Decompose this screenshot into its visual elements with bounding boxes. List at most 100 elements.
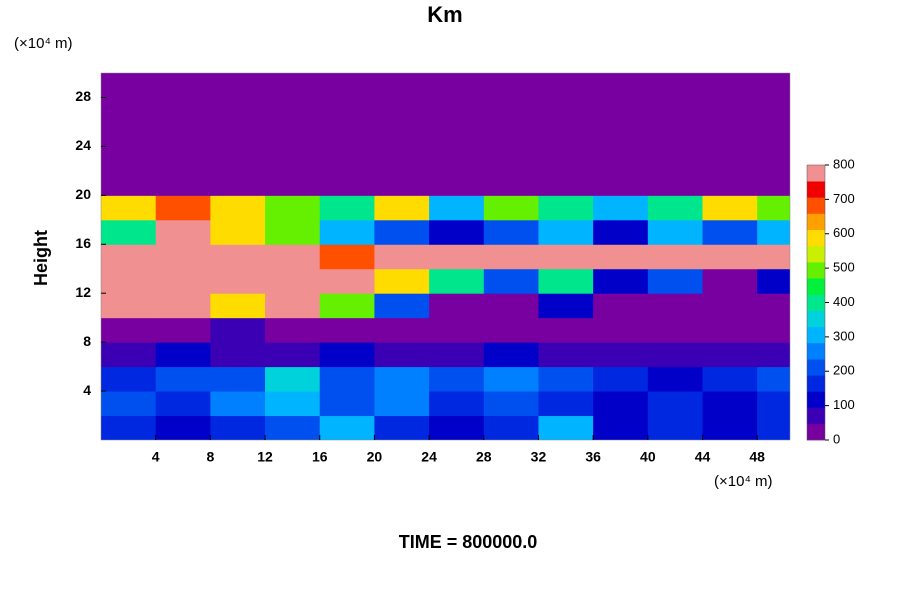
field-cell [483,219,539,245]
field-cell [155,391,211,417]
footer: TIME = 800000.0 [399,532,538,552]
field-cell [210,121,266,147]
colorbar-tick-label: 300 [833,328,855,343]
field-cell [538,366,594,392]
field-cell [702,415,758,440]
field-cell [265,268,321,294]
field-cell [429,219,485,245]
y-tick-label: 20 [75,186,91,202]
field-cell [757,268,790,294]
colorbar-band [807,165,825,182]
field-cell [210,366,266,392]
colorbar-band [807,213,825,231]
y-axis-label: Height [31,230,51,286]
field-cell [374,342,430,368]
field-cell [593,195,649,221]
field-cell [483,244,539,270]
field-cell [155,170,211,196]
field-cell [647,415,704,440]
colorbar-band [807,391,825,408]
field-cell [702,293,758,319]
field-cell [593,415,649,440]
field-cell [429,415,485,440]
field-cell [319,317,375,343]
field-cell [319,391,375,417]
colorbar-tick-label: 100 [833,397,855,412]
field-cell [265,146,321,172]
field-cell [101,121,157,147]
colorbar-band [807,375,825,392]
field-cell [155,342,211,368]
field-cell [757,415,790,440]
field-cell [702,97,758,123]
field-cell [429,293,485,319]
field-cell [155,366,211,392]
colorbar-band [807,245,825,263]
field-cell [647,317,704,343]
field-cell [647,391,704,417]
field-cell [210,244,266,270]
field-cell [429,170,485,196]
field-cell [593,97,649,123]
field-cell [757,391,790,417]
field-cell [538,73,594,98]
colorbar-tick-label: 0 [833,431,840,446]
field-cell [155,244,211,270]
field-cell [647,244,704,270]
field-cell [483,317,539,343]
field-cell [593,121,649,147]
x-tick-label: 36 [585,449,601,465]
field-cell [702,342,758,368]
field [101,73,790,440]
colorbar-tick-label: 200 [833,363,855,378]
field-cell [374,391,430,417]
field-cell [647,97,704,123]
field-cell [429,391,485,417]
field-cell [265,195,321,221]
field-cell [757,121,790,147]
colorbar-band [807,342,825,360]
colorbar-band [807,262,825,279]
colorbar-band [807,181,825,198]
field-cell [702,73,758,98]
field-cell [155,97,211,123]
colorbar-tick-label: 400 [833,294,855,309]
field-cell [429,146,485,172]
y-unit: (×10⁴ m) [14,35,73,52]
field-cell [483,121,539,147]
field-cell [702,121,758,147]
field-cell [538,97,594,123]
field-cell [429,244,485,270]
field-cell [265,219,321,245]
colorbar-band [807,294,825,311]
plot-frame [100,72,791,441]
field-cell [702,268,758,294]
field-cell [757,366,790,392]
x-tick-label: 16 [312,449,328,465]
field-cell [702,195,758,221]
field-cell [210,342,266,368]
x-tick-label: 48 [749,449,765,465]
field-cell [647,121,704,147]
field-cell [593,317,649,343]
field-cell [538,244,594,270]
field-cell [702,170,758,196]
field-cell [155,219,211,245]
x-tick-label: 24 [421,449,437,465]
y-tick-label: 8 [83,333,91,349]
field-cell [155,293,211,319]
field-cell [101,73,157,98]
chart-title: Km [427,2,462,27]
field-cell [647,195,704,221]
field-cell [210,146,266,172]
field-cell [702,244,758,270]
field-cell [593,73,649,98]
field-cell [593,219,649,245]
field-cell [101,391,157,417]
field-cell [319,121,375,147]
colorbar-tick-label: 600 [833,225,855,240]
field-cell [757,195,790,221]
field-cell [483,73,539,98]
field-cell [374,415,430,440]
field-cell [538,219,594,245]
